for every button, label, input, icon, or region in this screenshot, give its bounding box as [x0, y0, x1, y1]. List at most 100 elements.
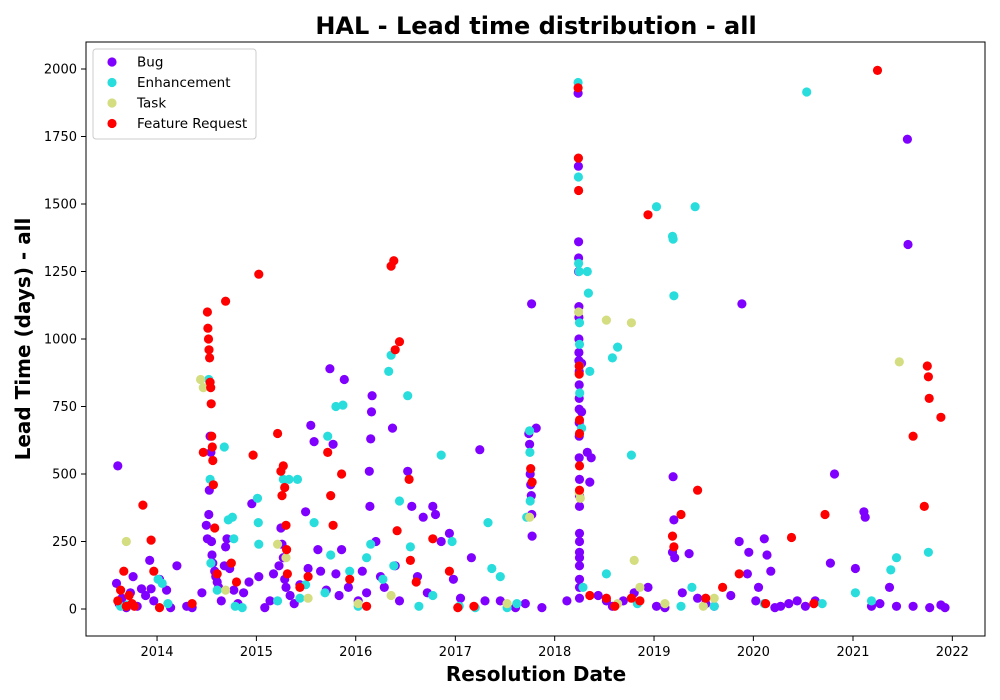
point-enhancement [525, 496, 535, 506]
point-bug [574, 528, 585, 539]
point-bug [418, 512, 428, 522]
point-bug [362, 588, 372, 598]
x-tick-label: 2014 [140, 645, 173, 660]
point-bug [260, 603, 270, 613]
point-bug [407, 501, 417, 511]
point-feature-request [405, 555, 415, 566]
point-task [121, 536, 131, 547]
point-feature-request [923, 372, 934, 382]
point-enhancement [323, 431, 333, 441]
point-bug [766, 566, 776, 576]
point-feature-request [610, 601, 620, 611]
point-feature-request [281, 520, 291, 530]
point-feature-request [734, 569, 744, 579]
point-bug [149, 596, 159, 606]
y-tick-label: 1250 [44, 265, 77, 280]
point-feature-request [574, 485, 585, 495]
point-bug [197, 588, 207, 598]
point-feature-request [187, 599, 197, 609]
point-bug [216, 596, 226, 606]
point-enhancement [331, 401, 341, 412]
point-bug [574, 593, 585, 603]
point-feature-request [208, 455, 218, 466]
point-enhancement [582, 266, 592, 277]
point-bug [128, 572, 138, 582]
y-tick-label: 250 [52, 535, 77, 550]
point-task [894, 357, 904, 367]
point-task [626, 318, 637, 328]
x-tick-label: 2022 [936, 645, 969, 660]
point-bug [301, 507, 311, 517]
point-feature-request [924, 393, 934, 403]
legend-label: Feature Request [137, 116, 247, 132]
point-enhancement [320, 588, 330, 598]
point-task [660, 599, 670, 609]
point-enhancement [338, 400, 348, 410]
point-bug [903, 239, 913, 250]
point-bug [339, 374, 349, 385]
point-feature-request [786, 532, 797, 543]
point-bug [403, 466, 413, 476]
point-task [196, 374, 206, 385]
point-feature-request [278, 461, 288, 471]
point-bug [677, 588, 687, 598]
x-tick-label: 2015 [240, 645, 273, 660]
point-feature-request [129, 601, 139, 611]
point-feature-request [231, 577, 242, 587]
point-bug [379, 582, 389, 593]
legend-marker [107, 57, 117, 67]
point-feature-request [667, 531, 678, 541]
x-axis: 2014 2015 2016 2017 2018 2019 2020 2021 2022 [140, 636, 969, 660]
point-bug [475, 445, 485, 455]
point-feature-request [119, 566, 129, 576]
point-enhancement [574, 266, 584, 277]
point-bug [537, 603, 547, 613]
point-enhancement [384, 366, 394, 376]
point-feature-request [204, 345, 214, 355]
chart-title: HAL - Lead time distribution - all [315, 12, 756, 40]
point-enhancement [802, 87, 812, 97]
legend-marker [107, 77, 117, 88]
point-bug [162, 585, 172, 595]
point-feature-request [362, 601, 372, 611]
point-bug [527, 299, 537, 309]
point-feature-request [526, 464, 536, 474]
point-bug [265, 596, 275, 606]
point-enhancement [923, 547, 934, 557]
point-bug [334, 590, 344, 601]
point-feature-request [669, 542, 679, 552]
point-enhancement [345, 566, 355, 576]
point-feature-request [390, 345, 400, 355]
point-task [353, 599, 363, 609]
point-bug [111, 578, 122, 589]
point-enhancement [229, 534, 239, 544]
point-feature-request [404, 474, 414, 484]
legend: Bug Enhancement Task Feature Request [92, 48, 257, 140]
point-enhancement [253, 518, 263, 528]
point-bug [141, 590, 151, 601]
point-bug [562, 596, 572, 606]
point-bug [577, 407, 587, 417]
point-bug [520, 599, 530, 609]
point-bug [800, 601, 811, 611]
point-enhancement [601, 569, 612, 579]
point-bug [940, 603, 950, 613]
point-enhancement [157, 578, 167, 589]
point-bug [281, 582, 291, 593]
point-feature-request [326, 491, 336, 501]
point-enhancement [607, 353, 618, 363]
point-enhancement [850, 588, 861, 598]
point-bug [436, 536, 446, 547]
point-feature-request [444, 566, 454, 576]
x-tick-label: 2018 [538, 645, 571, 660]
x-axis-label: Resolution Date [446, 662, 626, 686]
point-enhancement [495, 572, 505, 582]
point-enhancement [230, 601, 240, 611]
y-tick-label: 0 [69, 603, 77, 618]
point-feature-request [212, 569, 222, 579]
point-feature-request [207, 431, 217, 441]
point-bug [204, 509, 214, 520]
legend-label: Task [136, 96, 166, 112]
point-bug [726, 590, 736, 601]
point-feature-request [718, 582, 728, 593]
